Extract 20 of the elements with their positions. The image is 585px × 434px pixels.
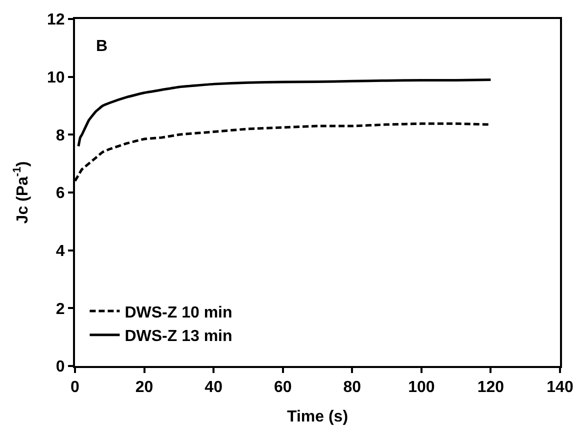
x-tick-label: 0: [70, 379, 80, 396]
x-tick-label: 120: [477, 379, 504, 396]
legend-label: DWS-Z 10 min: [124, 304, 232, 322]
y-tick-label: 4: [56, 242, 65, 260]
y-tick-label: 12: [47, 12, 65, 29]
x-tick-label: 140: [546, 379, 574, 396]
legend-label: DWS-Z 13 min: [124, 328, 232, 346]
x-axis-title: Time (s): [286, 408, 348, 426]
y-tick-label: 8: [56, 127, 65, 144]
x-tick-label: 100: [408, 379, 435, 396]
y-tick-label: 0: [56, 358, 65, 376]
x-tick-label: 80: [343, 379, 362, 396]
x-tick-label: 20: [135, 379, 154, 396]
y-tick-label: 10: [47, 69, 65, 86]
annotation: B: [96, 38, 108, 55]
y-tick-label: 2: [56, 300, 65, 318]
x-tick-label: 40: [204, 379, 223, 396]
line-series: [77, 78, 492, 148]
y-tick-label: 6: [56, 185, 65, 202]
x-tick-label: 60: [274, 379, 292, 396]
